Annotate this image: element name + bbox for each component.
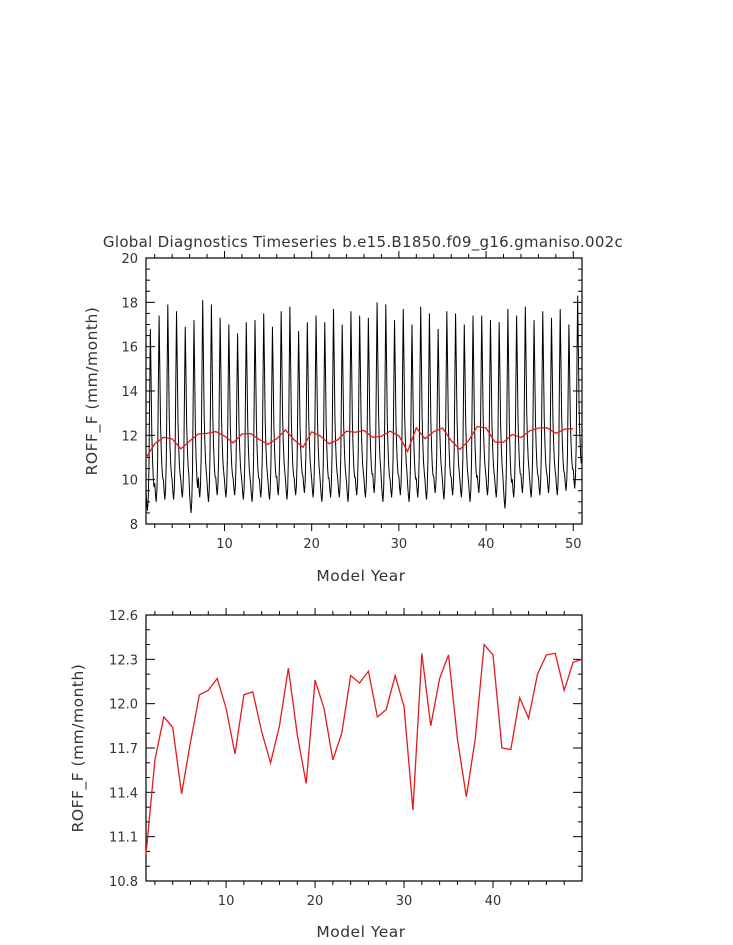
y-tick-label: 20 <box>121 252 138 267</box>
y-tick-label: 16 <box>121 341 138 356</box>
x-tick-label: 30 <box>391 537 408 552</box>
y-tick-label: 11.1 <box>109 831 138 846</box>
top-axis-ticks: 8 10 12 14 16 18 20 10 20 30 40 50 <box>121 251 582 552</box>
chart-title: Global Diagnostics Timeseries b.e15.B185… <box>103 233 623 252</box>
y-tick-label: 12.3 <box>109 653 138 668</box>
x-tick-label: 30 <box>396 894 413 909</box>
y-tick-label: 12 <box>121 429 138 444</box>
x-tick-label: 10 <box>216 537 233 552</box>
bottom-axis-ticks: 10.8 11.1 11.4 11.7 12.0 12.3 12.6 10 20 30 40 <box>109 608 582 909</box>
y-tick-label: 11.7 <box>109 742 138 757</box>
top-x-axis-title: Model Year <box>316 567 405 585</box>
annual-mean-series <box>145 642 583 855</box>
x-tick-label: 20 <box>307 894 324 909</box>
y-tick-label: 8 <box>130 518 138 533</box>
y-tick-label: 12.0 <box>109 698 138 713</box>
x-tick-label: 50 <box>565 537 582 552</box>
x-tick-label: 40 <box>478 537 495 552</box>
y-tick-label: 12.6 <box>109 609 138 624</box>
bottom-y-axis-title: ROFF_F (mm/month) <box>69 664 88 833</box>
y-tick-label: 10.8 <box>109 875 138 890</box>
top-y-axis-title: ROFF_F (mm/month) <box>83 307 102 476</box>
bottom-timeseries-chart: 10.8 11.1 11.4 11.7 12.0 12.3 12.6 10 20 30 40 Mod… <box>69 608 583 941</box>
x-tick-label: 20 <box>303 537 320 552</box>
annual-mean-line <box>145 425 574 459</box>
annual-mean-line <box>145 642 583 855</box>
x-tick-label: 10 <box>218 894 235 909</box>
bottom-plot-frame <box>145 614 583 882</box>
y-tick-label: 18 <box>121 296 138 311</box>
y-tick-label: 11.4 <box>109 786 138 801</box>
monthly-series <box>145 295 582 513</box>
annual-mean-series <box>145 425 574 459</box>
top-timeseries-chart: Global Diagnostics Timeseries b.e15.B185… <box>83 233 623 585</box>
y-tick-label: 14 <box>121 385 138 400</box>
monthly-line <box>145 295 582 513</box>
bottom-x-axis-title: Model Year <box>316 923 405 941</box>
x-tick-label: 40 <box>485 894 502 909</box>
y-tick-label: 10 <box>121 474 138 489</box>
